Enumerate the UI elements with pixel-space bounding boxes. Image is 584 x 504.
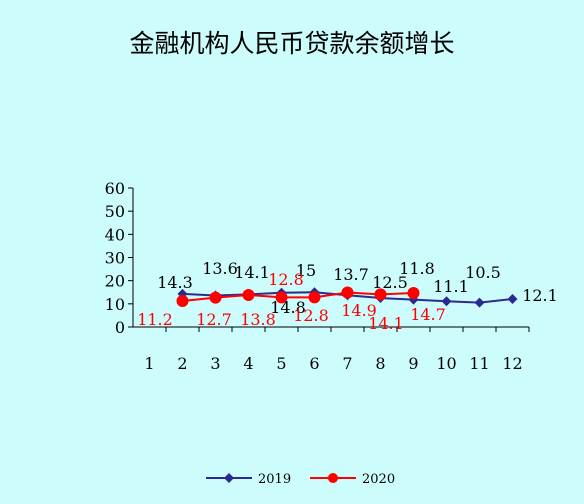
data-label-2019: 14.1	[234, 263, 270, 282]
x-tick-label: 12	[502, 354, 522, 373]
x-tick-label: 8	[375, 354, 385, 373]
data-label-2019: 11.8	[399, 259, 435, 278]
y-tick-label: 50	[105, 202, 125, 221]
legend-2020-label: 2020	[362, 472, 395, 487]
series-2019-point	[474, 297, 485, 308]
x-tick-label: 11	[469, 354, 489, 373]
y-tick-label: 40	[105, 225, 125, 244]
data-label-2019: 12.5	[372, 273, 408, 292]
series-2020-point	[275, 291, 288, 304]
series-2020-point	[209, 291, 222, 304]
series-2020-point	[176, 295, 189, 308]
series-2019-point	[441, 296, 452, 307]
y-tick-label: 30	[105, 249, 125, 268]
data-label-2019: 12.1	[522, 286, 558, 305]
x-tick-label: 5	[276, 354, 286, 373]
data-label-2020: 14.1	[368, 314, 404, 333]
legend-2019-label: 2019	[258, 472, 291, 487]
x-tick-label: 2	[177, 354, 187, 373]
data-label-2020: 13.8	[240, 310, 276, 329]
x-tick-label: 4	[243, 354, 253, 373]
data-label-2020: 12.8	[268, 270, 304, 289]
data-label-2019: 14.8	[270, 298, 306, 317]
data-label-2020: 11.2	[137, 310, 173, 329]
data-label-2020: 14.9	[341, 301, 377, 320]
y-tick-label: 60	[105, 179, 125, 198]
series-2020-point	[341, 286, 354, 299]
data-label-2019: 15	[296, 261, 316, 280]
data-label-2019: 11.1	[433, 277, 469, 296]
chart-title: 金融机构人民币贷款余额增长	[129, 29, 455, 58]
legend-2019-marker	[224, 473, 234, 483]
y-tick-label: 0	[115, 318, 125, 337]
x-tick-label: 6	[309, 354, 319, 373]
series-2020-point	[242, 289, 255, 302]
series-2020-point	[308, 291, 321, 304]
data-label-2020: 12.7	[196, 310, 232, 329]
series-2019-point	[507, 293, 518, 304]
x-tick-label: 3	[210, 354, 220, 373]
data-label-2019: 13.6	[202, 259, 238, 278]
y-tick-label: 20	[105, 272, 125, 291]
series-2020-point	[407, 286, 420, 299]
y-tick-label: 10	[105, 295, 125, 314]
data-label-2020: 12.8	[293, 306, 329, 325]
data-label-2019: 13.7	[333, 265, 369, 284]
x-tick-label: 9	[408, 354, 418, 373]
data-label-2019: 10.5	[465, 263, 501, 282]
data-label-2020: 14.7	[410, 305, 446, 324]
x-tick-label: 7	[342, 354, 352, 373]
data-label-2019: 14.3	[157, 273, 193, 292]
series-2020-point	[374, 288, 387, 301]
x-tick-label: 1	[144, 354, 154, 373]
x-tick-label: 10	[436, 354, 456, 373]
legend-2020-marker	[328, 473, 338, 483]
